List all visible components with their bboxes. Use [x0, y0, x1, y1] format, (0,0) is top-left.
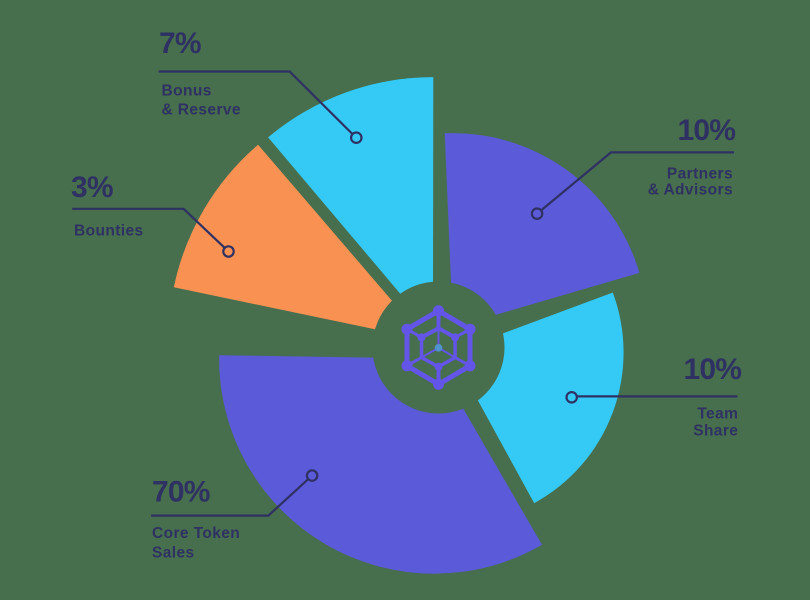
svg-text:Partners: Partners — [667, 165, 733, 182]
svg-text:7%: 7% — [159, 27, 201, 60]
svg-text:10%: 10% — [678, 114, 736, 147]
svg-text:Sales: Sales — [152, 544, 195, 561]
svg-text:70%: 70% — [152, 476, 210, 509]
svg-text:Team: Team — [697, 405, 738, 422]
svg-text:3%: 3% — [71, 171, 113, 204]
svg-text:Bounties: Bounties — [74, 222, 144, 239]
svg-text:& Reserve: & Reserve — [162, 102, 241, 119]
svg-text:Bonus: Bonus — [162, 83, 212, 100]
svg-text:Core Token: Core Token — [152, 525, 240, 542]
svg-text:& Advisors: & Advisors — [648, 181, 733, 198]
svg-text:Share: Share — [693, 422, 738, 439]
svg-text:10%: 10% — [684, 353, 742, 386]
